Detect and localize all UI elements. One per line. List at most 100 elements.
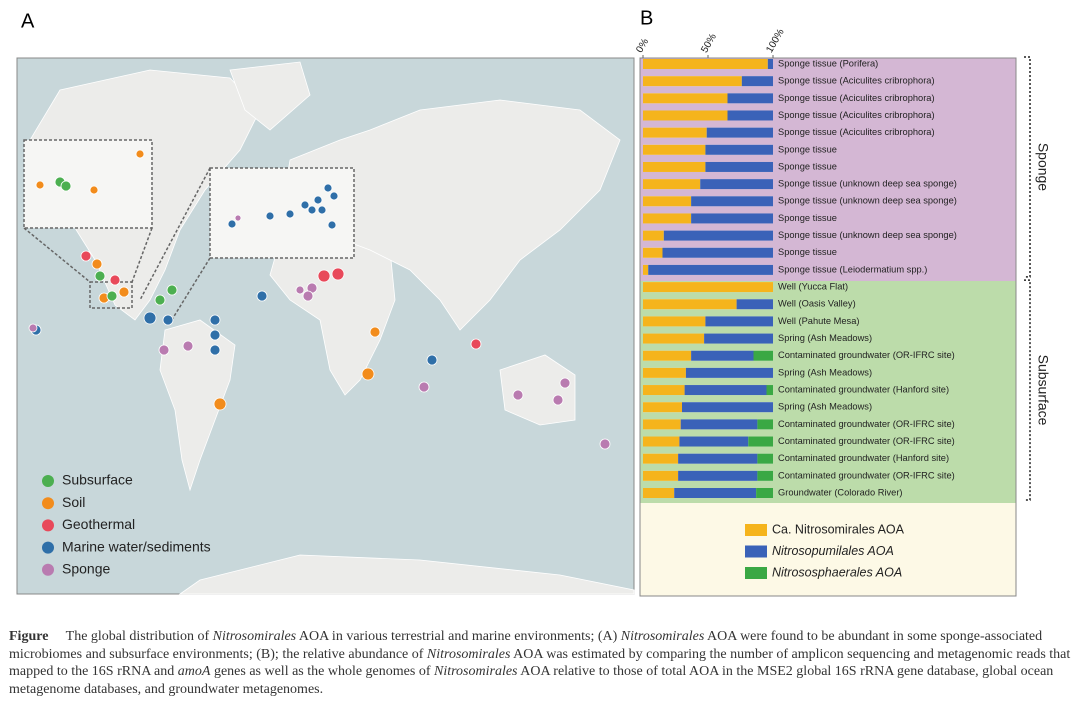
caption-text: amoA <box>177 664 211 679</box>
bar-segment <box>648 264 773 275</box>
category-label: Sponge tissue (unknown deep sea sponge) <box>778 230 957 240</box>
category-label: Contaminated groundwater (Hanford site) <box>778 384 949 394</box>
caption-text: The global distribution of <box>48 629 213 644</box>
bar-segment <box>736 299 773 310</box>
x-tick-label: 100% <box>764 27 786 55</box>
legend-label: Marine water/sediments <box>62 538 211 554</box>
legend-label: Soil <box>62 494 85 510</box>
category-label: Well (Yucca Flat) <box>778 282 848 292</box>
map-dots <box>28 149 611 450</box>
bar-segment <box>643 144 706 155</box>
panel-label: A <box>21 10 35 32</box>
legend-dot <box>42 519 54 532</box>
category-label: Groundwater (Colorado River) <box>778 487 903 497</box>
category-label: Spring (Ash Meadows) <box>778 333 872 343</box>
caption-text: AOA in various terrestrial and marine en… <box>296 629 621 644</box>
category-label: Contaminated groundwater (OR-IFRC site) <box>778 350 955 360</box>
bar-segment <box>705 316 773 327</box>
bar-segment <box>704 333 773 344</box>
caption-text: Nitrosomirales <box>426 646 511 662</box>
category-label: Sponge tissue (Aciculites cribrophora) <box>778 93 935 103</box>
bar-segment <box>727 93 773 104</box>
bar-segment <box>674 488 757 498</box>
bar-segment <box>643 59 768 69</box>
bar-segment <box>705 161 773 172</box>
bar-segment <box>691 213 773 224</box>
bar-segment <box>678 470 758 481</box>
bar-segment <box>756 488 773 498</box>
bar-segment <box>691 350 754 361</box>
x-tick-label: 0% <box>634 37 651 55</box>
category-label: Sponge tissue (Aciculites cribrophora) <box>778 110 935 120</box>
map-legend: Subsurface Soil Geothermal Marine water/sed… <box>42 472 211 577</box>
bar-segment <box>643 402 682 413</box>
bar-segment <box>643 264 649 275</box>
bar-segment <box>643 127 707 138</box>
bar-segment <box>691 196 773 207</box>
category-label: Contaminated groundwater (OR-IFRC site) <box>778 419 955 429</box>
bar-segment <box>679 436 749 447</box>
legend-label: Nitrosopumilales AOA <box>772 544 894 558</box>
category-label: Sponge tissue (Aciculites cribrophora) <box>778 76 935 86</box>
caption: Figure The global distribution of Nitros… <box>9 628 1071 698</box>
bar-segment <box>741 76 773 87</box>
category-label: Sponge tissue <box>778 213 837 223</box>
category-label: Spring (Ash Meadows) <box>778 402 872 412</box>
bar-segment <box>643 470 679 481</box>
bar-segment <box>682 402 773 413</box>
category-label: Well (Oasis Valley) <box>778 299 856 309</box>
bar-segment <box>685 367 773 378</box>
category-label: Sponge tissue (Porifera) <box>778 58 878 68</box>
caption-text: AOA were found to be abundant in some sp… <box>9 629 1046 662</box>
bar-segment <box>643 196 692 207</box>
bar-segment <box>643 419 681 430</box>
bar-segment <box>643 299 737 310</box>
group-label: Subsurface <box>1035 355 1051 426</box>
category-label: Contaminated groundwater (Hanford site) <box>778 453 949 463</box>
bar-chart: 0% 50% 100% Sponge tissue (Porifera) Sponge … <box>634 27 1051 579</box>
bar-segment <box>643 453 679 464</box>
bar-segment <box>727 110 773 121</box>
group-bracket <box>1024 279 1031 501</box>
bar-segment <box>643 230 664 241</box>
caption-text: Figure <box>9 629 49 644</box>
bar-segment <box>643 110 728 121</box>
bar-segment <box>766 385 773 396</box>
caption-text: AOA was estimated by comparing the numbe… <box>9 646 1074 680</box>
category-label: Sponge tissue (unknown deep sea sponge) <box>778 179 957 189</box>
legend-label: Ca. Nitrosomirales AOA <box>772 522 905 536</box>
x-tick-label: 50% <box>699 32 719 55</box>
legend-label: Geothermal <box>62 516 135 532</box>
category-label: Sponge tissue <box>778 144 837 154</box>
legend-swatch <box>745 524 767 536</box>
category-label: Sponge tissue (Leiodermatium spp.) <box>778 264 927 274</box>
bar-segment <box>748 436 773 447</box>
legend-label: Subsurface <box>62 472 133 488</box>
bar-segment <box>643 247 663 258</box>
bar-segment <box>767 59 773 69</box>
bar-segment <box>757 419 773 430</box>
bar-segment <box>643 385 685 396</box>
bar-segment <box>643 179 701 190</box>
legend-dot <box>42 475 54 487</box>
bar-segment <box>643 316 706 327</box>
bar-segment <box>643 213 692 224</box>
bar-segment <box>643 76 742 87</box>
category-label: Sponge tissue (Aciculites cribrophora) <box>778 127 935 137</box>
caption-text: Nitrosomirales <box>434 664 518 679</box>
category-label: Contaminated groundwater (OR-IFRC site) <box>778 436 955 446</box>
figure: A Subsurface Soil Geothermal Marine water/s… <box>16 7 1051 597</box>
legend-swatch <box>745 567 767 579</box>
caption-text: AOA relative to those of total AOA in th… <box>9 664 1057 697</box>
bar-segment <box>663 230 773 241</box>
caption-text: genes as well as the whole genomes of <box>210 664 434 679</box>
legend-swatch <box>745 545 767 558</box>
bar-segment <box>684 385 767 396</box>
panel-frame <box>639 57 1017 597</box>
inset-connectors <box>23 139 355 327</box>
bar-segment <box>706 127 773 138</box>
category-label: Sponge tissue <box>778 161 837 171</box>
legend-dot <box>42 541 54 554</box>
category-label: Sponge tissue <box>778 247 837 257</box>
